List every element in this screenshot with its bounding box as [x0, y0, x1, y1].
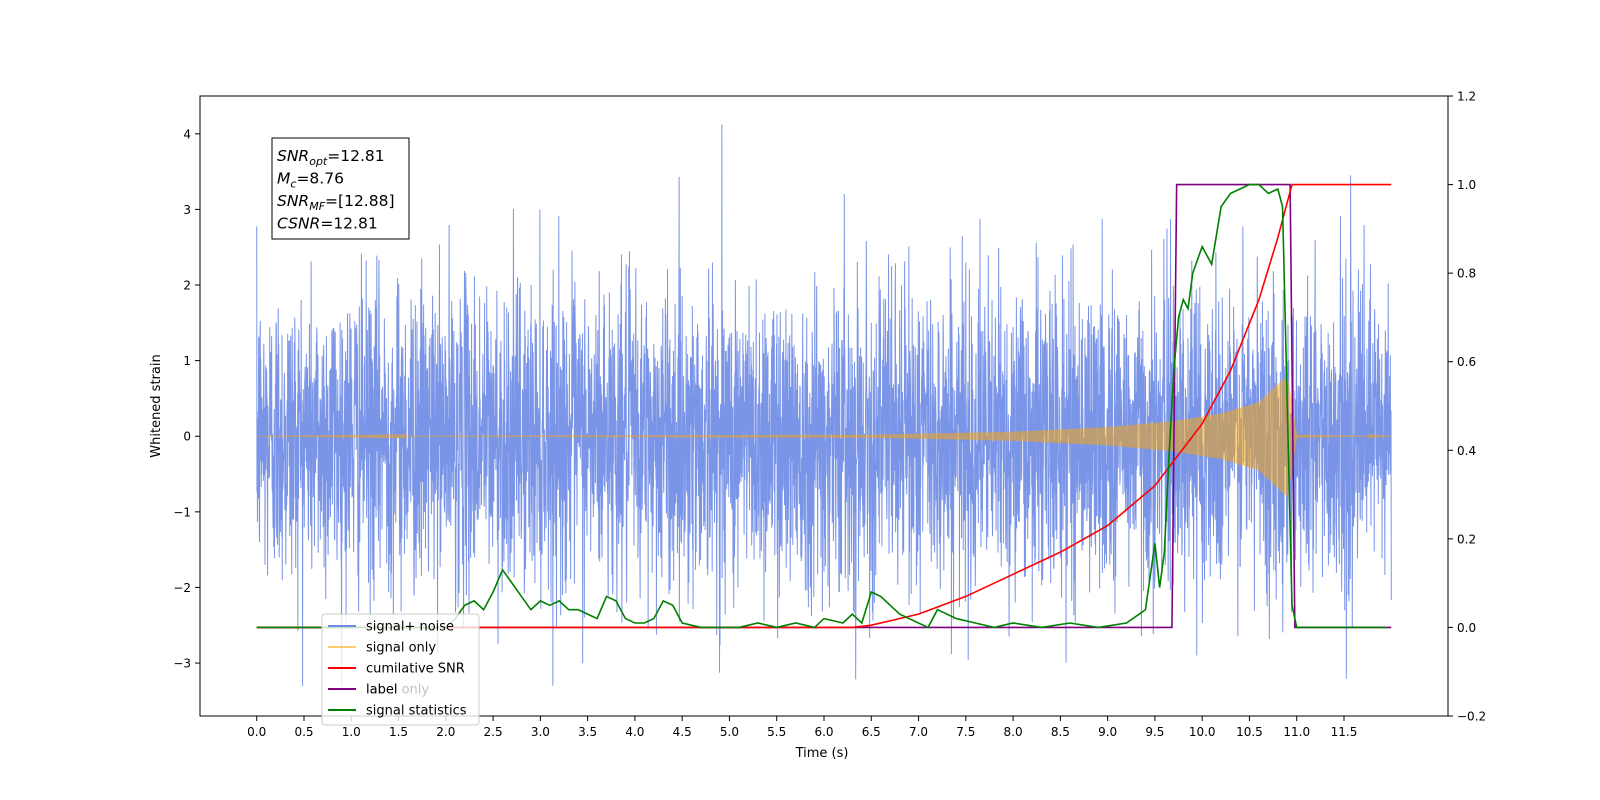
- y-tick-label: −3: [173, 657, 191, 671]
- y-tick-label: −2: [173, 581, 191, 595]
- x-tick-label: 5.0: [720, 725, 739, 739]
- annotation-line: SNRMF=[12.88]: [277, 192, 395, 213]
- x-tick-label: 10.5: [1236, 725, 1263, 739]
- x-tick-label: 3.5: [578, 725, 597, 739]
- legend-label: signal statistics: [366, 704, 467, 719]
- x-tick-label: 2.0: [436, 725, 455, 739]
- annotation-line: Mc=8.76: [277, 170, 344, 191]
- x-axis: 0.0 0.5 1.0 1.5 2.0 2.5 3.0 3.5 4.0 4.5 5.0 5.5 6.0 6…: [247, 716, 1357, 739]
- legend-label: cumilative SNR: [366, 662, 465, 677]
- y-tick-label: −1: [173, 505, 191, 519]
- x-tick-label: 7.0: [909, 725, 928, 739]
- legend-overlay-label: label only: [366, 683, 429, 698]
- x-tick-label: 11.0: [1283, 725, 1310, 739]
- y2-tick-label: 1.2: [1457, 90, 1476, 104]
- signal-noise-line: [256, 124, 1392, 686]
- legend: signal+ noise signal only cumilative SNR la…: [321, 613, 480, 726]
- x-tick-label: 2.5: [484, 725, 503, 739]
- x-tick-label: 11.5: [1331, 725, 1358, 739]
- x-tick-label: 8.5: [1051, 725, 1070, 739]
- x-tick-label: 3.0: [531, 725, 550, 739]
- y2-tick-label: −0.2: [1457, 710, 1486, 724]
- y-tick-label: 3: [183, 203, 191, 217]
- y2-tick-label: 0.0: [1457, 621, 1476, 635]
- right-axis-series: [256, 183, 1392, 629]
- legend-label: signal+ noise: [366, 620, 454, 635]
- annotation-frame: [271, 137, 410, 240]
- x-axis-label: Time (s): [795, 746, 849, 761]
- y-tick-label: 2: [183, 279, 191, 293]
- x-tick-label: 5.5: [767, 725, 786, 739]
- y-axis-label: Whitened strain: [149, 354, 164, 457]
- y2-tick-label: 0.2: [1457, 532, 1476, 546]
- signal-only-series: [256, 375, 1392, 497]
- x-tick-label: 4.0: [625, 725, 644, 739]
- x-tick-label: 0.5: [294, 725, 313, 739]
- legend-label: label: [366, 683, 397, 698]
- y-axis-right: −0.2 0.0 0.2 0.4 0.6 0.8 1.0 1.2: [1448, 90, 1486, 724]
- x-tick-label: 10.0: [1189, 725, 1216, 739]
- y2-tick-label: 0.6: [1457, 355, 1476, 369]
- y2-tick-label: 0.4: [1457, 444, 1476, 458]
- annotation-line: CSNR=12.81: [277, 215, 378, 233]
- x-tick-label: 1.0: [342, 725, 361, 739]
- x-tick-label: 8.0: [1004, 725, 1023, 739]
- y2-tick-label: 0.8: [1457, 267, 1476, 281]
- y-tick-label: 4: [183, 127, 191, 141]
- x-tick-label: 7.5: [956, 725, 975, 739]
- legend-label: signal only: [366, 641, 436, 656]
- x-tick-label: 4.5: [673, 725, 692, 739]
- signal-noise-series: [256, 124, 1392, 686]
- signal-statistics-line: [256, 183, 1387, 629]
- annotation-line: SNRopt=12.81: [277, 147, 385, 168]
- y-axis-left: −3 −2 −1 0 1 2 3 4: [173, 127, 200, 671]
- x-tick-label: 6.5: [862, 725, 881, 739]
- x-tick-label: 1.5: [389, 725, 408, 739]
- x-tick-label: 0.0: [247, 725, 266, 739]
- legend-frame: [321, 613, 480, 726]
- x-tick-label: 9.5: [1145, 725, 1164, 739]
- x-tick-label: 6.0: [814, 725, 833, 739]
- y2-tick-label: 1.0: [1457, 178, 1476, 192]
- x-tick-label: 9.0: [1098, 725, 1117, 739]
- y-tick-label: 1: [183, 354, 191, 368]
- y-tick-label: 0: [183, 430, 191, 444]
- signal-only-line: [256, 375, 1392, 497]
